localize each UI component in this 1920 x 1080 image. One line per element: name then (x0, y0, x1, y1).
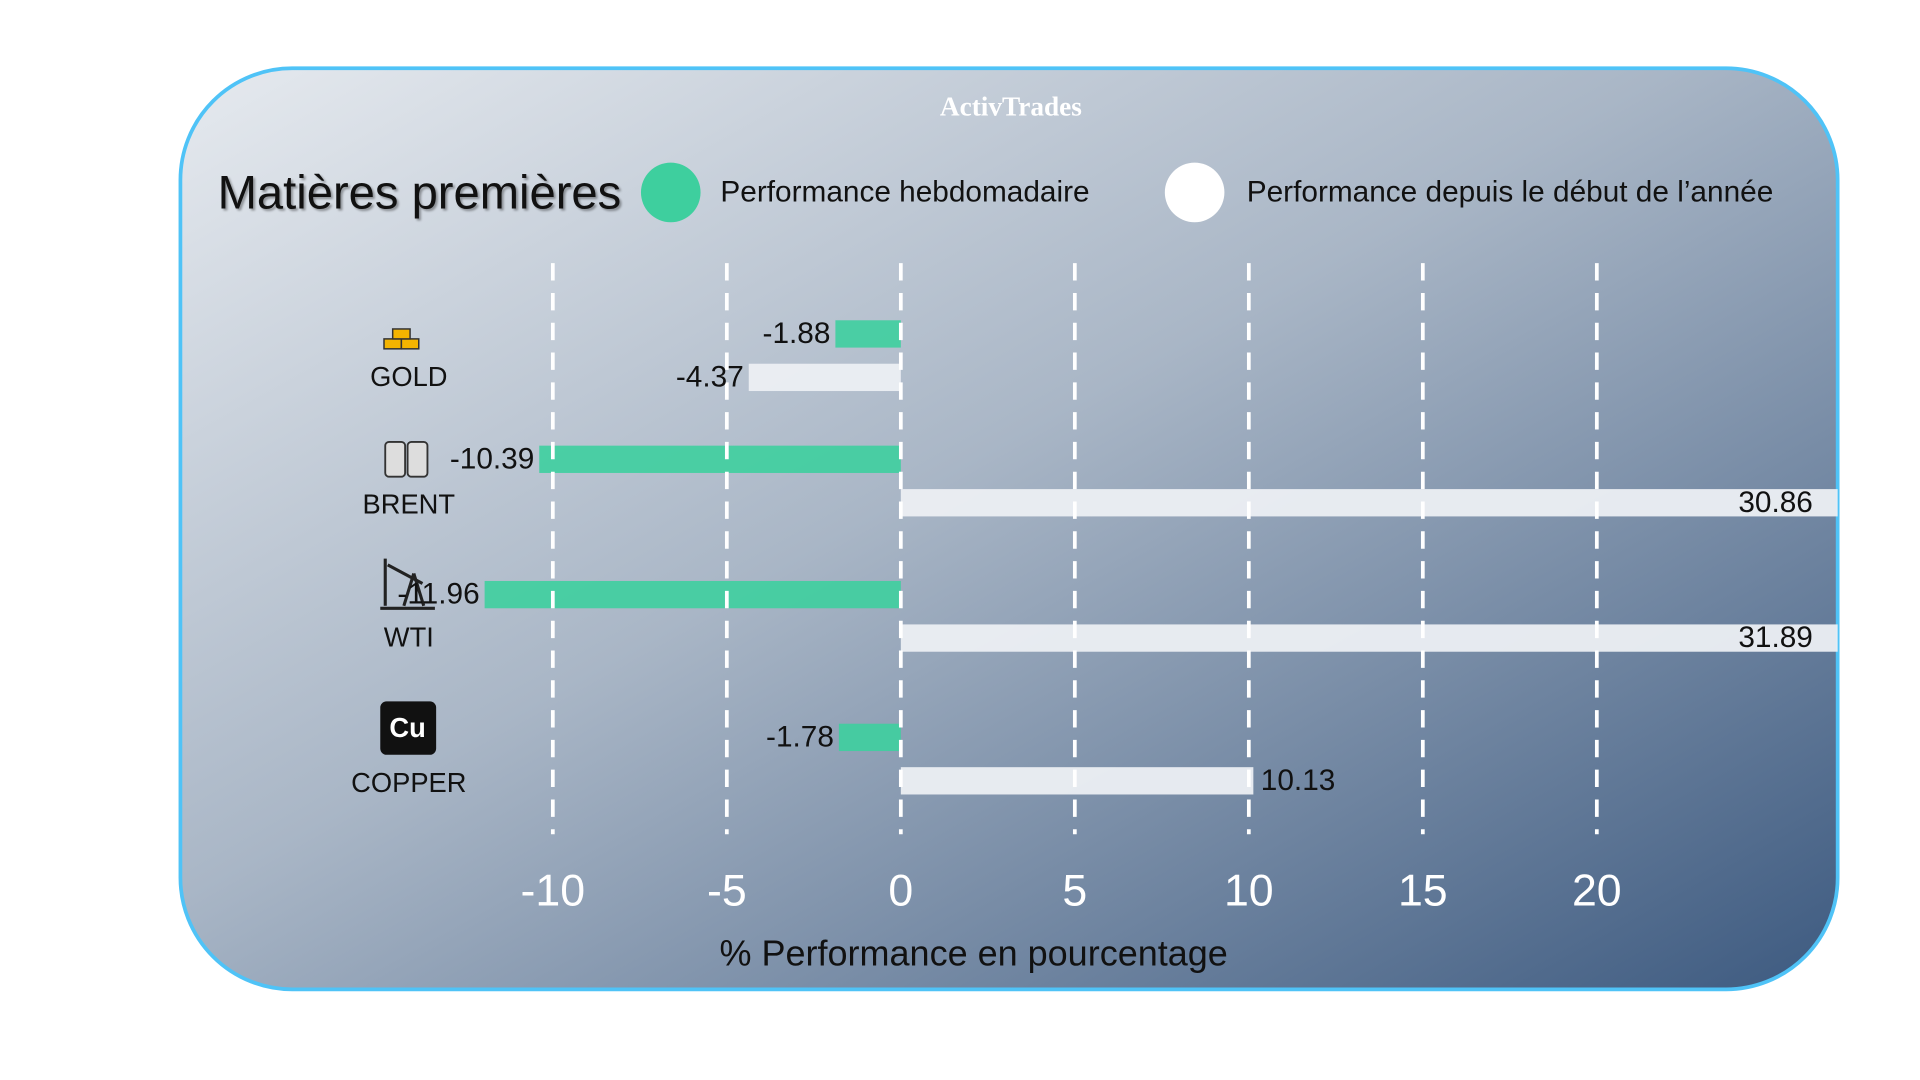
chart-title: Matières premières (218, 166, 622, 219)
category-label: BRENT (363, 489, 456, 520)
barrel-icon (384, 441, 429, 478)
category-label: WTI (384, 622, 434, 653)
value-label: -1.78 (766, 720, 834, 753)
value-label: 30.86 (1738, 486, 1813, 519)
bar (900, 489, 1838, 517)
bar (838, 723, 901, 752)
bar (900, 624, 1838, 652)
plot-area (484, 320, 1838, 795)
bar (835, 320, 901, 348)
x-tick-label: 20 (1572, 867, 1622, 916)
bar (539, 445, 901, 473)
bar (748, 363, 901, 392)
category-label: COPPER (351, 767, 466, 798)
svg-text:Cu: Cu (389, 712, 425, 743)
brand-logo: ActivTrades (940, 92, 1082, 122)
value-label: 31.89 (1738, 621, 1813, 654)
value-label: -1.88 (763, 317, 831, 350)
legend-swatch (1164, 162, 1225, 223)
bar (484, 580, 901, 609)
x-tick-label: 0 (888, 867, 913, 916)
value-label: -4.37 (676, 360, 744, 393)
bar (900, 767, 1254, 795)
gold-icon (383, 328, 420, 350)
legend-label: Performance hebdomadaire (720, 176, 1089, 209)
category-label: GOLD (370, 361, 447, 392)
legend-label: Performance depuis le début de l’année (1247, 176, 1774, 209)
x-tick-label: -10 (521, 867, 586, 916)
value-label: -11.96 (397, 578, 479, 611)
x-tick-label: 5 (1062, 867, 1087, 916)
pump-icon (380, 558, 435, 610)
value-label: -10.39 (450, 442, 534, 475)
legend-swatch (640, 162, 701, 223)
x-tick-label: -5 (707, 867, 747, 916)
x-tick-label: 10 (1224, 867, 1274, 916)
value-label: 10.13 (1261, 764, 1336, 797)
x-tick-label: 15 (1398, 867, 1448, 916)
copper-icon: Cu (380, 701, 437, 755)
x-axis-label: % Performance en pourcentage (719, 932, 1227, 973)
